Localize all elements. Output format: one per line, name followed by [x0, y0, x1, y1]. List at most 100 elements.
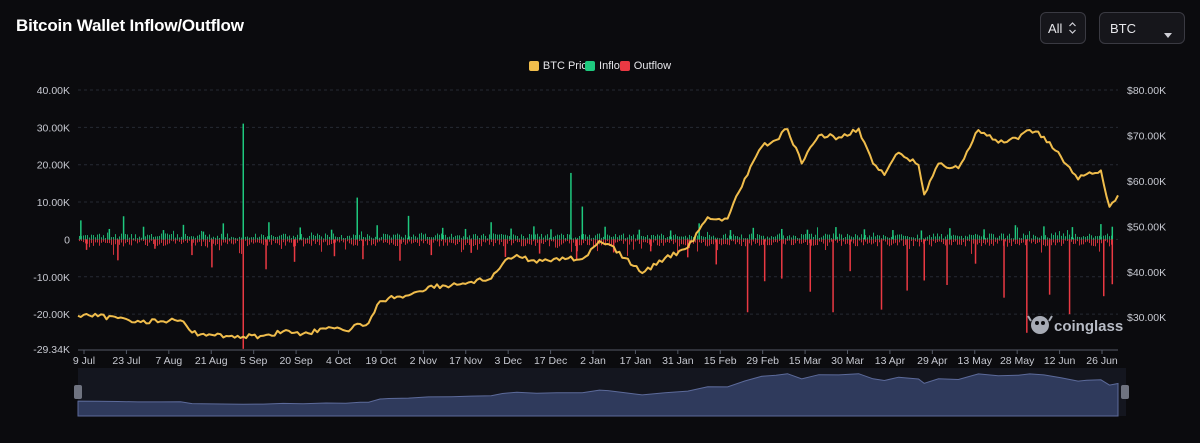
- inflow-noise-bar: [889, 237, 890, 240]
- inflow-noise-bar: [547, 234, 548, 240]
- inflow-noise-bar: [459, 235, 460, 240]
- legend-item-price[interactable]: BTC Price: [528, 60, 593, 72]
- outflow-noise-bar: [779, 239, 780, 241]
- inflow-noise-bar: [519, 238, 520, 240]
- outflow-noise-bar: [571, 239, 572, 252]
- outflow-noise-bar: [557, 239, 558, 248]
- inflow-noise-bar: [219, 237, 220, 240]
- inflow-bar: [1111, 226, 1114, 240]
- inflow-noise-bar: [787, 236, 788, 240]
- inflow-noise-bar: [813, 236, 814, 240]
- inflow-noise-bar: [247, 236, 248, 240]
- outflow-noise-bar: [761, 239, 762, 245]
- outflow-noise-bar: [1047, 239, 1048, 246]
- outflow-noise-bar: [1007, 239, 1008, 247]
- inflow-noise-bar: [755, 238, 756, 240]
- outflow-noise-bar: [1059, 239, 1060, 243]
- outflow-noise-bar: [477, 239, 478, 250]
- inflow-noise-bar: [939, 236, 940, 240]
- outflow-noise-bar: [255, 239, 256, 243]
- inflow-noise-bar: [257, 237, 258, 240]
- outflow-noise-bar: [247, 239, 248, 247]
- inflow-noise-bar: [83, 235, 84, 240]
- outflow-noise-bar: [677, 239, 678, 254]
- outflow-noise-bar: [739, 239, 740, 245]
- inflow-noise-bar: [295, 237, 296, 240]
- outflow-noise-bar: [651, 239, 652, 247]
- outflow-noise-bar: [839, 239, 840, 241]
- inflow-noise-bar: [105, 237, 106, 240]
- inflow-noise-bar: [397, 233, 398, 240]
- x-tick-label: 9 Jul: [73, 355, 95, 367]
- inflow-noise-bar: [847, 233, 848, 240]
- inflow-bar: [781, 228, 783, 240]
- inflow-noise-bar: [595, 235, 596, 240]
- navigator[interactable]: [74, 368, 1129, 417]
- inflow-noise-bar: [473, 234, 474, 240]
- outflow-noise-bar: [311, 239, 312, 246]
- outflow-noise-bar: [415, 239, 416, 242]
- navigator-handle-left[interactable]: [74, 385, 82, 399]
- inflow-noise-bar: [761, 235, 762, 240]
- inflow-noise-bar: [157, 236, 158, 240]
- inflow-noise-bar: [803, 234, 804, 240]
- outflow-noise-bar: [99, 239, 100, 246]
- outflow-noise-bar: [755, 239, 756, 244]
- inflow-noise-bar: [129, 237, 130, 240]
- outflow-noise-bar: [1093, 239, 1094, 247]
- outflow-noise-bar: [633, 239, 634, 250]
- outflow-noise-bar: [741, 239, 742, 246]
- inflow-noise-bar: [255, 233, 256, 240]
- coin-select[interactable]: BTC: [1099, 12, 1185, 44]
- inflow-noise-bar: [639, 233, 640, 240]
- outflow-noise-bar: [807, 239, 808, 246]
- inflow-noise-bar: [737, 236, 738, 240]
- inflow-bar: [299, 227, 301, 240]
- outflow-noise-bar: [1037, 239, 1038, 243]
- inflow-noise-bar: [1027, 234, 1028, 240]
- outflow-noise-bar: [925, 239, 926, 242]
- outflow-noise-bar: [885, 239, 886, 242]
- outflow-noise-bar: [899, 239, 900, 243]
- y-right-tick-label: $60.00K: [1127, 176, 1166, 188]
- inflow-noise-bar: [195, 237, 196, 240]
- inflow-noise-bar: [207, 236, 208, 240]
- outflow-noise-bar: [439, 239, 440, 247]
- outflow-noise-bar: [175, 239, 176, 244]
- outflow-noise-bar: [533, 239, 534, 242]
- outflow-noise-bar: [583, 239, 584, 244]
- inflow-noise-bar: [197, 235, 198, 240]
- outflow-noise-bar: [345, 239, 346, 250]
- outflow-noise-bar: [377, 239, 378, 243]
- outflow-noise-bar: [473, 239, 474, 247]
- inflow-noise-bar: [565, 238, 566, 240]
- range-select[interactable]: All: [1040, 12, 1086, 44]
- outflow-noise-bar: [305, 239, 306, 244]
- outflow-noise-bar: [1109, 239, 1110, 247]
- legend-item-outflow[interactable]: Outflow: [619, 60, 671, 72]
- inflow-noise-bar: [349, 235, 350, 240]
- inflow-noise-bar: [673, 235, 674, 240]
- navigator-handle-right[interactable]: [1121, 385, 1129, 399]
- outflow-noise-bar: [321, 239, 322, 252]
- inflow-noise-bar: [127, 234, 128, 240]
- inflow-noise-bar: [679, 236, 680, 240]
- inflow-noise-bar: [945, 236, 946, 240]
- inflow-noise-bar: [143, 237, 144, 240]
- inflow-noise-bar: [795, 235, 796, 240]
- outflow-noise-bar: [825, 239, 826, 251]
- inflow-noise-bar: [901, 234, 902, 240]
- inflow-noise-bar: [611, 237, 612, 240]
- inflow-noise-bar: [439, 234, 440, 240]
- inflow-noise-bar: [383, 233, 384, 240]
- outflow-noise-bar: [559, 239, 560, 247]
- inflow-noise-bar: [651, 235, 652, 240]
- navigator-area: [77, 373, 1119, 417]
- outflow-noise-bar: [393, 239, 394, 245]
- outflow-noise-bar: [945, 239, 946, 246]
- outflow-noise-bar: [567, 239, 568, 242]
- outflow-bar: [1111, 239, 1114, 285]
- outflow-noise-bar: [127, 239, 128, 242]
- inflow-noise-bar: [415, 236, 416, 240]
- inflow-noise-bar: [695, 236, 696, 240]
